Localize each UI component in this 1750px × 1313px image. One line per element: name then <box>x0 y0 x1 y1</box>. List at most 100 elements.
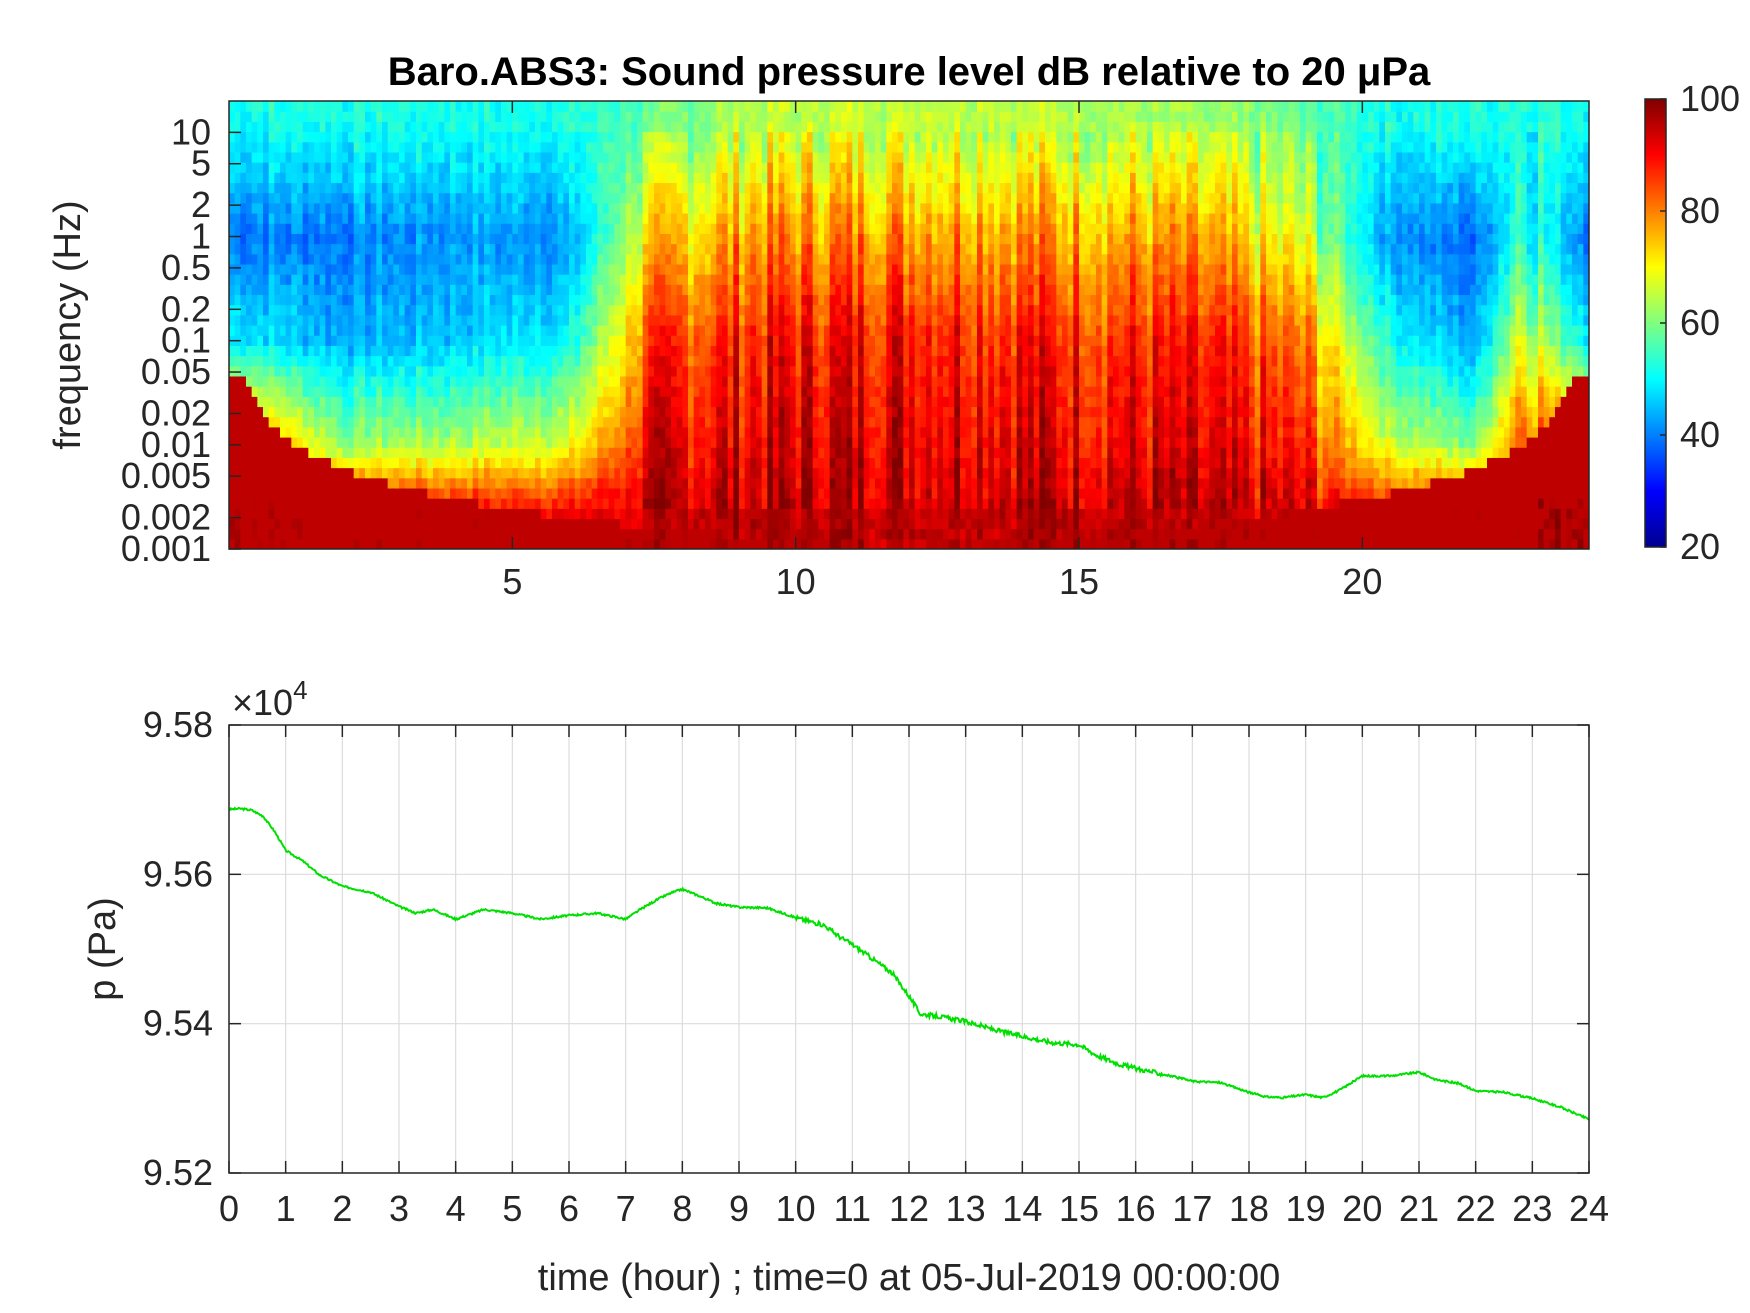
spectrogram-cell <box>416 314 423 326</box>
spectrogram-cell <box>291 182 298 194</box>
spectrogram-cell <box>557 223 564 234</box>
spectrogram-cell <box>353 304 360 316</box>
spectrogram-cell <box>676 223 683 234</box>
spectrogram-cell <box>274 131 281 143</box>
spectrogram-cell <box>251 202 258 214</box>
spectrogram-cell <box>665 202 672 214</box>
spectrogram-cell <box>795 457 802 469</box>
spectrogram-cell <box>359 172 366 184</box>
spectrogram-cell <box>824 396 831 408</box>
spectrogram-cell <box>654 335 661 346</box>
spectrogram-cell <box>773 274 780 285</box>
spectrogram-cell <box>829 314 836 326</box>
spectrogram-cell <box>778 457 785 469</box>
spectrogram-cell <box>733 101 740 112</box>
spectrogram-cell <box>693 538 700 549</box>
spectrogram-cell <box>620 121 627 133</box>
spectrogram-cell <box>818 141 825 153</box>
spectrogram-cell <box>285 172 292 184</box>
spectrogram-cell <box>784 233 791 245</box>
spectrogram-cell <box>472 223 479 234</box>
spectrogram-cell <box>285 284 292 296</box>
spectrogram-cell <box>348 416 355 428</box>
spectrogram-cell <box>665 223 672 234</box>
spectrogram-cell <box>308 111 315 122</box>
spectrogram-cell <box>506 335 513 346</box>
spectrogram-cell <box>790 498 797 509</box>
spectrogram-cell <box>608 538 615 549</box>
spectrogram-cell <box>285 355 292 367</box>
spectrogram-cell <box>739 437 746 448</box>
spectrogram-cell <box>569 213 576 224</box>
spectrogram-cell <box>580 223 587 234</box>
spectrogram-cell <box>818 467 825 479</box>
spectrogram-cell <box>846 111 853 122</box>
spectrogram-cell <box>404 528 411 540</box>
spectrogram-cell <box>665 528 672 540</box>
spectrogram-cell <box>433 101 440 112</box>
spectrogram-cell <box>438 335 445 346</box>
spectrogram-cell <box>263 365 270 377</box>
spectrogram-cell <box>387 416 394 428</box>
spectrogram-cell <box>297 172 304 184</box>
spectrogram-cell <box>552 508 559 520</box>
spectrogram-cell <box>229 172 236 184</box>
spectrogram-cell <box>795 477 802 489</box>
spectrogram-cell <box>557 294 564 306</box>
spectrogram-cell <box>336 233 343 245</box>
spectrogram-cell <box>863 457 870 469</box>
spectrogram-cell <box>297 151 304 163</box>
spectrogram-cell <box>370 131 377 143</box>
spectrogram-cell <box>563 365 570 377</box>
spectrogram-cell <box>812 274 819 285</box>
spectrogram-cell <box>784 263 791 275</box>
spectrogram-cell <box>382 538 389 549</box>
spectrogram-cell <box>569 406 576 418</box>
spectrogram-cell <box>784 274 791 285</box>
spectrogram-cell <box>348 304 355 316</box>
spectrogram-cell <box>841 518 848 530</box>
spectrogram-cell <box>240 172 247 184</box>
spectrogram-cell <box>467 345 474 357</box>
spectrogram-cell <box>563 487 570 499</box>
spectrogram-cell <box>291 426 298 438</box>
spectrogram-cell <box>240 325 247 336</box>
spectrogram-cell <box>501 426 508 438</box>
spectrogram-cell <box>727 447 734 458</box>
spectrogram-cell <box>427 345 434 357</box>
spectrogram-cell <box>348 538 355 549</box>
spectrogram-cell <box>393 233 400 245</box>
spectrogram-cell <box>546 487 553 499</box>
spectrogram-cell <box>512 396 519 408</box>
spectrogram-cell <box>648 162 655 173</box>
spectrogram-cell <box>319 111 326 122</box>
spectrogram-cell <box>433 528 440 540</box>
spectrogram-cell <box>597 477 604 489</box>
spectrogram-cell <box>773 192 780 204</box>
spectrogram-cell <box>331 274 338 285</box>
spectrogram-cell <box>376 437 383 448</box>
spectrogram-cell <box>535 345 542 357</box>
spectrogram-cell <box>348 274 355 285</box>
spectrogram-cell <box>438 498 445 509</box>
spectrogram-cell <box>546 518 553 530</box>
spectrogram-cell <box>240 101 247 112</box>
spectrogram-cell <box>750 538 757 549</box>
spectrogram-cell <box>512 172 519 184</box>
spectrogram-cell <box>671 172 678 184</box>
spectrogram-cell <box>376 467 383 479</box>
spectrogram-cell <box>710 131 717 143</box>
spectrogram-cell <box>274 467 281 479</box>
spectrogram-cell <box>308 518 315 530</box>
spectrogram-cell <box>365 223 372 234</box>
spectrogram-cell <box>421 365 428 377</box>
spectrogram-cell <box>455 151 462 163</box>
spectrogram-cell <box>489 162 496 173</box>
spectrogram-cell <box>761 294 768 306</box>
spectrogram-cell <box>240 396 247 408</box>
spectrogram-cell <box>461 233 468 245</box>
spectrogram-cell <box>710 233 717 245</box>
spectrogram-cell <box>648 263 655 275</box>
spectrogram-cell <box>523 426 530 438</box>
spectrogram-cell <box>433 141 440 153</box>
